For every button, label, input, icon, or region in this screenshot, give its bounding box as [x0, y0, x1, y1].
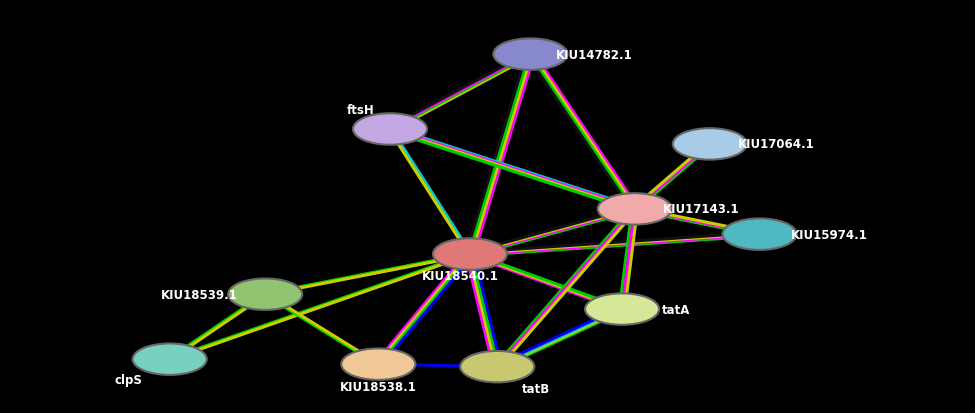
Text: KIU15974.1: KIU15974.1 — [792, 228, 868, 241]
Circle shape — [460, 351, 534, 382]
Text: tatB: tatB — [523, 382, 550, 395]
Text: tatA: tatA — [661, 303, 690, 316]
Text: KIU18538.1: KIU18538.1 — [340, 380, 416, 394]
Text: clpS: clpS — [115, 373, 142, 387]
Text: KIU18540.1: KIU18540.1 — [422, 270, 498, 283]
Text: ftsH: ftsH — [347, 103, 374, 116]
Text: KIU17064.1: KIU17064.1 — [738, 138, 814, 151]
Circle shape — [493, 39, 567, 71]
Circle shape — [585, 294, 659, 325]
Text: KIU14782.1: KIU14782.1 — [556, 48, 632, 62]
Circle shape — [722, 219, 797, 250]
Circle shape — [673, 129, 747, 160]
Circle shape — [228, 279, 302, 310]
Circle shape — [598, 194, 672, 225]
Circle shape — [341, 349, 415, 380]
Circle shape — [133, 344, 207, 375]
Text: KIU18539.1: KIU18539.1 — [161, 288, 237, 301]
Circle shape — [433, 239, 507, 270]
Text: KIU17143.1: KIU17143.1 — [663, 203, 739, 216]
Circle shape — [353, 114, 427, 145]
